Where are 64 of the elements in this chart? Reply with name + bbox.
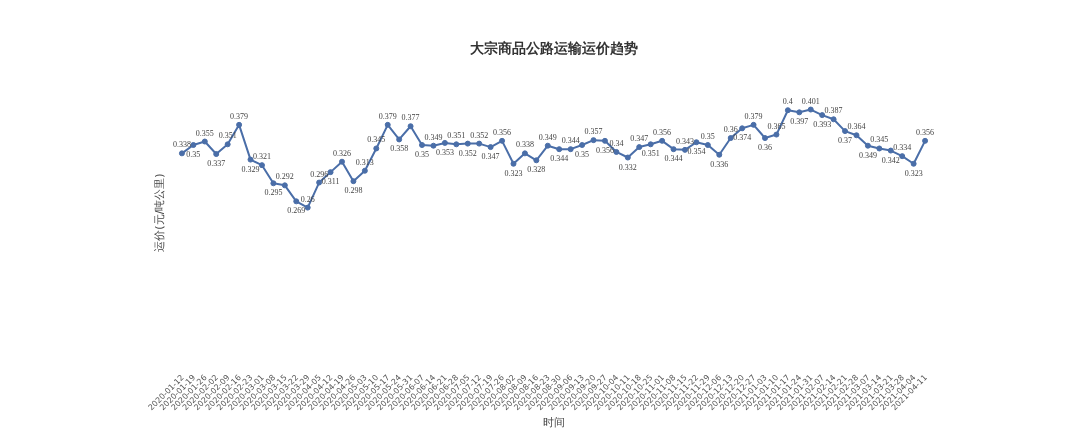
data-label: 0.349 — [424, 132, 443, 142]
data-label: 0.323 — [504, 168, 523, 178]
data-label: 0.351 — [447, 131, 466, 141]
data-label: 0.347 — [630, 134, 649, 144]
data-label: 0.34 — [609, 138, 624, 148]
chart-title: 大宗商品公路运输运价趋势 — [469, 39, 638, 56]
data-label: 0.364 — [847, 122, 866, 132]
data-label: 0.329 — [241, 164, 260, 174]
data-label: 0.344 — [550, 154, 569, 164]
data-label: 0.328 — [527, 165, 546, 175]
data-label: 0.292 — [275, 172, 294, 182]
data-label: 0.338 — [515, 140, 534, 150]
data-label: 0.393 — [813, 120, 832, 130]
data-label: 0.387 — [824, 106, 843, 116]
data-label: 0.342 — [881, 155, 900, 165]
data-label: 0.352 — [470, 130, 489, 140]
data-label: 0.35 — [575, 150, 590, 159]
data-label: 0.356 — [653, 127, 672, 137]
data-label: 0.326 — [332, 148, 351, 158]
data-label: 0.336 — [710, 159, 729, 169]
data-label: 0.338 — [172, 140, 191, 150]
data-label: 0.296 — [310, 169, 329, 179]
data-label: 0.379 — [378, 111, 397, 121]
data-label: 0.354 — [687, 147, 706, 157]
data-label: 0.37 — [838, 136, 853, 146]
data-label: 0.344 — [664, 154, 683, 164]
data-label: 0.337 — [207, 159, 226, 169]
data-label: 0.353 — [435, 147, 454, 157]
data-label: 0.397 — [790, 117, 809, 127]
data-label: 0.4 — [782, 97, 793, 107]
data-label: 0.343 — [675, 136, 694, 146]
data-label: 0.347 — [481, 152, 500, 162]
data-label: 0.356 — [916, 127, 935, 137]
data-label: 0.401 — [801, 96, 820, 106]
data-label: 0.323 — [904, 168, 923, 178]
data-label: 0.374 — [733, 133, 752, 143]
data-label: 0.355 — [195, 128, 214, 138]
data-label: 0.298 — [344, 186, 363, 196]
data-label: 0.344 — [561, 136, 580, 146]
data-label: 0.356 — [493, 127, 512, 137]
y-axis-title: 运价(元/吨公里) — [152, 173, 166, 252]
data-label: 0.349 — [858, 150, 877, 160]
data-label: 0.35 — [186, 150, 201, 159]
data-label: 0.379 — [230, 111, 249, 121]
data-label: 0.35 — [415, 150, 430, 159]
data-label: 0.358 — [390, 144, 409, 154]
data-label: 0.379 — [744, 111, 763, 121]
data-label: 0.35 — [700, 132, 715, 141]
data-label: 0.332 — [618, 162, 637, 172]
data-label: 0.377 — [401, 113, 420, 123]
data-label: 0.356 — [595, 145, 614, 155]
data-label: 0.349 — [538, 132, 557, 142]
x-axis-title: 时间 — [542, 416, 565, 430]
data-label: 0.357 — [584, 127, 603, 137]
data-label: 0.295 — [264, 188, 283, 198]
data-label: 0.321 — [252, 152, 271, 162]
data-label: 0.352 — [458, 148, 477, 158]
data-label: 0.36 — [723, 125, 738, 135]
data-label: 0.351 — [641, 149, 660, 159]
data-label: 0.36 — [758, 143, 773, 153]
data-label: 0.269 — [287, 206, 306, 216]
data-label: 0.311 — [321, 177, 340, 187]
data-label: 0.334 — [893, 143, 912, 153]
data-label: 0.345 — [870, 135, 889, 145]
